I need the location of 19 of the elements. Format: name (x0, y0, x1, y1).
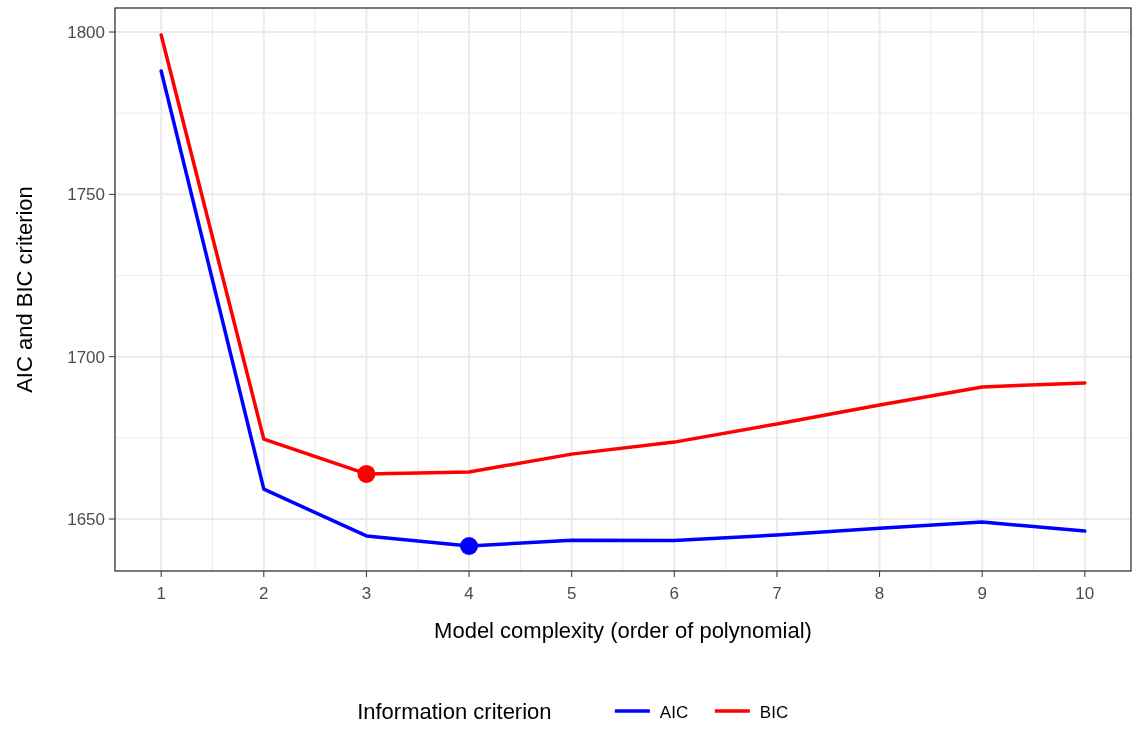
x-tick-label: 5 (566, 584, 577, 603)
y-axis-title: AIC and BIC criterion (12, 186, 37, 393)
x-axis-title: Model complexity (order of polynomial) (434, 618, 812, 643)
y-tick-label: 1700 (67, 347, 105, 367)
legend-label: AIC (659, 703, 689, 722)
y-tick-label: 1800 (67, 22, 105, 42)
x-tick-label: 1 (156, 584, 166, 603)
x-tick-label: 7 (772, 584, 782, 603)
x-tick-label: 9 (977, 584, 987, 603)
legend-title: Information criterion (357, 699, 552, 724)
x-tick-label: 10 (1075, 584, 1095, 603)
x-tick-label: 2 (259, 584, 269, 603)
y-tick-label: 1750 (67, 185, 105, 205)
x-tick-label: 4 (464, 584, 474, 603)
y-tick-label: 1650 (67, 510, 105, 529)
legend-label: BIC (759, 703, 789, 722)
x-tick-label: 3 (361, 584, 372, 603)
x-tick-label: 8 (874, 584, 885, 603)
x-tick-label: 6 (669, 584, 680, 603)
